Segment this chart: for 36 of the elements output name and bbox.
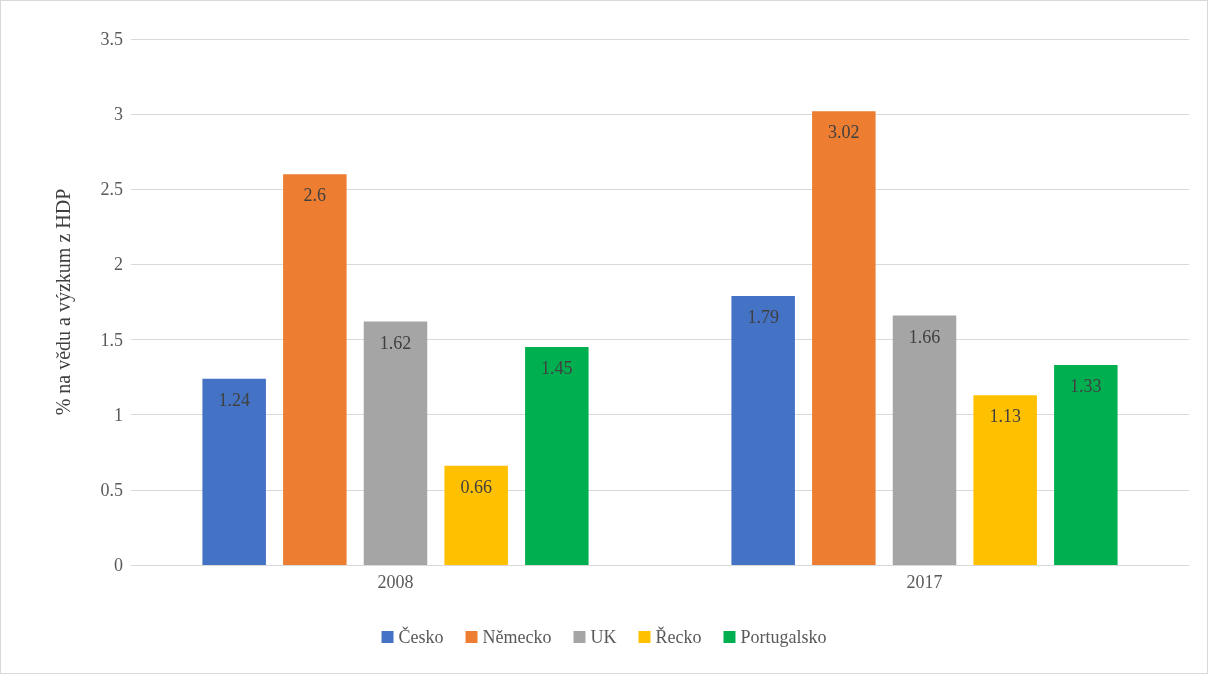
- x-tick-label: 2008: [377, 572, 414, 592]
- data-label: 1.33: [1070, 376, 1102, 397]
- bar: [731, 295, 795, 565]
- y-tick-label: 0.5: [100, 479, 123, 500]
- x-tick-label: 2017: [906, 572, 943, 592]
- y-tick-label: 2.5: [100, 179, 123, 200]
- legend-label: Portugalsko: [740, 627, 827, 647]
- data-label: 2.6: [303, 185, 327, 206]
- y-tick-label: 2: [114, 254, 123, 275]
- y-tick-label: 0: [114, 555, 123, 575]
- bar: [892, 315, 957, 565]
- y-tick-label: 1.5: [100, 329, 123, 350]
- data-label: 1.13: [989, 406, 1021, 427]
- data-label: 1.45: [541, 358, 573, 379]
- bar: [1054, 365, 1118, 565]
- legend-label: UK: [590, 627, 617, 647]
- data-label: 1.24: [218, 389, 250, 410]
- bar: [525, 347, 589, 565]
- y-axis-title: % na vědu a výzkum z HDP: [52, 188, 75, 416]
- bar: [812, 111, 876, 565]
- legend-label: Řecko: [655, 626, 702, 647]
- bar: [283, 174, 347, 565]
- bar: [202, 378, 266, 565]
- y-tick-label: 3: [114, 104, 123, 125]
- data-label: 1.79: [747, 306, 779, 327]
- y-tick-label: 1: [114, 404, 123, 425]
- data-label: 0.66: [460, 476, 492, 497]
- data-label: 3.02: [828, 122, 860, 143]
- legend-label: Německo: [482, 627, 552, 647]
- y-tick-label: 3.5: [100, 29, 123, 49]
- bar: [973, 395, 1037, 565]
- bar: [363, 321, 428, 565]
- bar: [444, 465, 508, 565]
- legend-label: Česko: [398, 626, 444, 647]
- data-label: 1.66: [908, 326, 941, 347]
- data-label: 1.62: [379, 332, 412, 353]
